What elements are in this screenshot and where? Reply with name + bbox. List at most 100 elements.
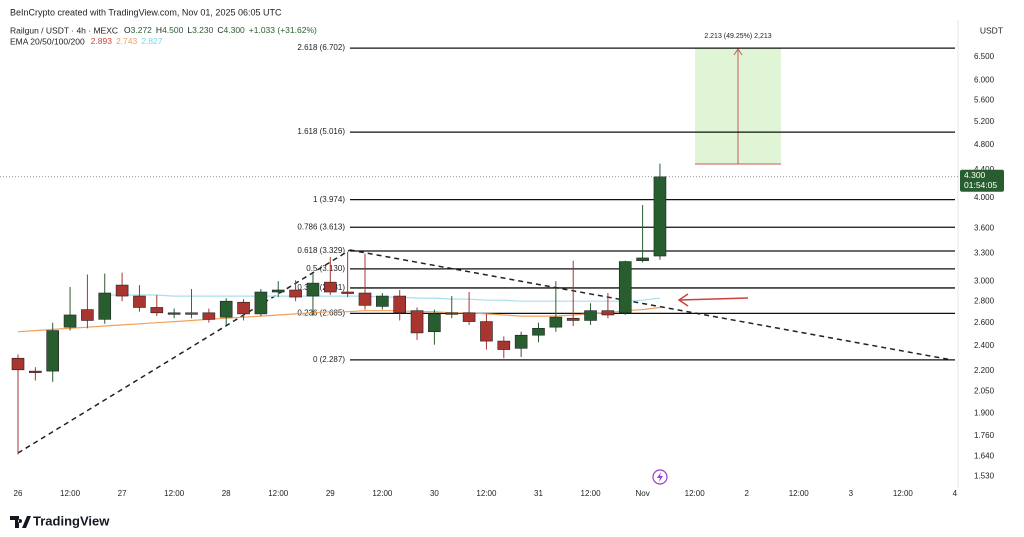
x-tick-label: 30 [430,489,439,498]
candle-body [29,370,42,373]
candle-body [323,281,337,293]
logo-text: TradingView [33,513,110,528]
fib-label: 0.618 (3.329) [297,246,345,255]
fib-label: 0.786 (3.613) [297,222,345,231]
ema-value: 2.893 [91,36,113,46]
x-tick-label: 12:00 [476,489,497,498]
x-tick-label: 4 [953,489,958,498]
y-tick-label: 6.500 [974,52,995,61]
x-tick-label: 12:00 [893,489,914,498]
y-tick-label: 2.600 [974,318,995,327]
candle-body [254,291,268,315]
y-tick-label: 1.530 [974,472,995,481]
candle-body [185,312,198,315]
candle-body [462,312,476,322]
candle-body [306,282,320,297]
currency: USDT [980,25,1003,35]
countdown: 01:54:05 [964,180,997,190]
measure-arrowhead [733,48,743,56]
y-tick-label: 4.800 [974,140,995,149]
fib-label: 0 (2.287) [313,355,345,364]
candle-body [601,310,615,316]
candle-body [11,357,25,371]
candle-body [81,309,94,321]
y-tick-label: 3.600 [974,223,995,232]
y-tick-label: 5.200 [974,117,995,126]
ohlc-key: L [187,25,192,35]
x-tick-label: 28 [222,489,231,498]
ohlc-value: 4.500 [162,25,184,35]
ohlc-value: 3.272 [131,25,153,35]
candle-body [618,261,632,314]
y-tick-label: 2.400 [974,341,995,350]
pointer-arrow [679,297,749,301]
x-tick-label: 12:00 [685,489,706,498]
x-tick-label: 12:00 [268,489,289,498]
x-tick-label: 12:00 [164,489,185,498]
candle-body [358,292,372,306]
candle-body [393,295,407,314]
x-tick-label: 12:00 [372,489,393,498]
ohlc-value: 3.230 [192,25,214,35]
ohlc-key: C [217,25,223,35]
candle-body [237,301,250,315]
candle-body [202,312,216,320]
x-tick-label: 26 [14,489,23,498]
fib-label: 2.618 (6.702) [297,43,345,52]
x-tick-label: 27 [118,489,127,498]
candle-body [480,321,493,342]
candle-body [63,314,77,328]
fib-label: 0.236 (2.685) [297,308,345,317]
candle-body [636,257,649,261]
x-tick-label: 12:00 [581,489,602,498]
last-price-label: 4.300 [964,170,986,180]
candle-body [532,328,545,336]
candle-body [271,289,285,293]
y-tick-label: 4.400 [974,165,995,174]
y-tick-label: 2.800 [974,296,995,305]
y-tick-label: 6.000 [974,75,995,84]
x-tick-label: 31 [534,489,543,498]
pointer-arrowhead [677,293,689,307]
y-tick-label: 3.000 [974,276,995,285]
candle-body [289,289,302,298]
candle-body [133,295,146,308]
ema-value: 2.743 [116,36,138,46]
event-icon-bolt [657,472,663,482]
candle-body [497,340,511,350]
candle-body [549,316,563,328]
fib-label: 1.618 (5.016) [297,127,345,136]
symbol: Railgun / USDT · 4h · MEXC O3.272 H4.500 L3… [10,25,317,35]
candle-body [445,312,459,315]
y-tick-label: 5.600 [974,95,995,104]
y-tick-label: 4.000 [974,193,995,202]
ohlc-key: H [156,25,162,35]
candle-body [514,334,528,349]
measure-label: 2.213 (49.25%) 2,213 [704,33,771,40]
y-tick-label: 1.900 [974,409,995,418]
x-tick-label: 12:00 [789,489,810,498]
last-price-box [960,169,1004,192]
ohlc-key: O [124,25,131,35]
candle-body [584,310,597,321]
change: +1.033 (+31.62%) [249,25,317,35]
y-tick-label: 2.200 [974,366,995,375]
candle-body [46,330,60,372]
x-tick-label: 12:00 [60,489,81,498]
candle-body [341,291,354,294]
y-tick-label: 2.050 [974,387,995,396]
fib-label: 1 (3.974) [313,195,345,204]
y-tick-label: 3.300 [974,249,995,258]
candle-body [219,300,233,318]
candle-body [98,292,112,320]
plot: 6.500 6.000 5.600 5.200 4.800 4.400 4.000 3.600… [0,43,1004,498]
candle-body [428,313,441,333]
attribution: BeInCrypto created with TradingView.com,… [10,7,282,17]
x-tick-label: Nov [635,489,649,498]
fib-label: 0.382 (2.931) [297,283,345,292]
y-tick-label: 1.640 [974,451,995,460]
candle-body [410,310,424,334]
ema-value: 2.827 [141,36,163,46]
logo-icon [10,516,31,528]
x-tick-label: 29 [326,489,335,498]
